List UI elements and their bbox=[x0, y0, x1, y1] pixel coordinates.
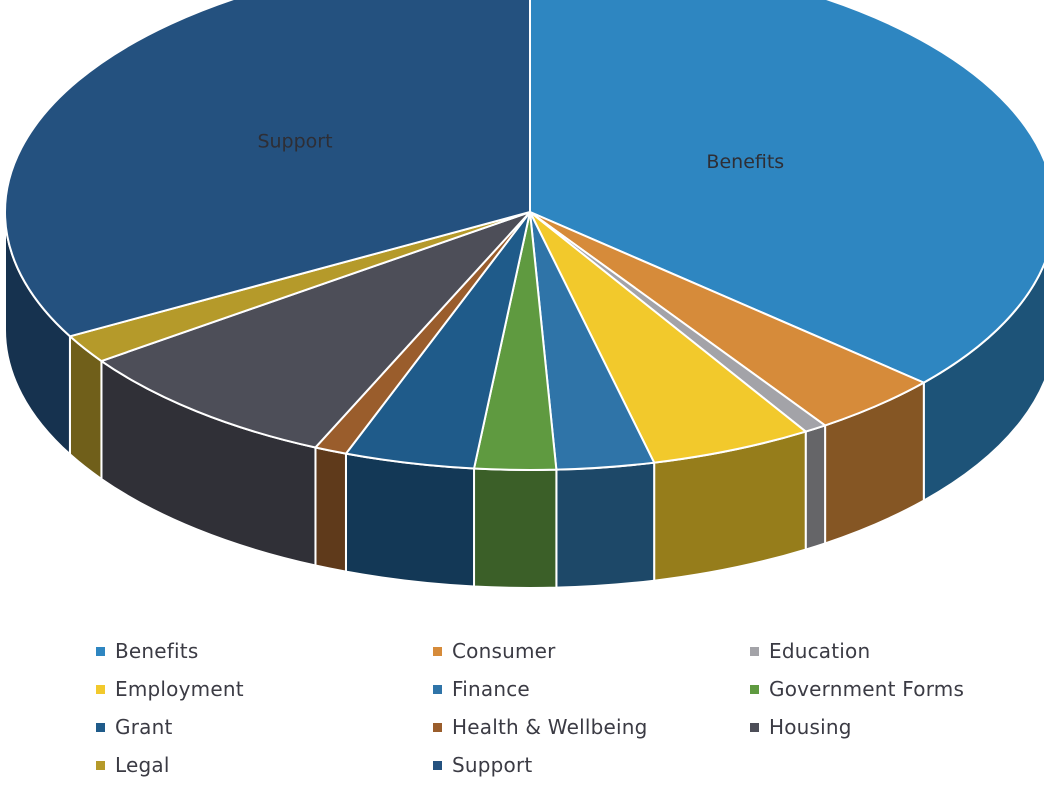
pie-side-government-forms bbox=[473, 467, 558, 589]
legend-item-consumer: Consumer bbox=[433, 636, 750, 666]
legend-label: Benefits bbox=[115, 639, 199, 663]
legend-item-grant: Grant bbox=[96, 712, 433, 742]
legend-item-health-wellbeing: Health & Wellbeing bbox=[433, 712, 750, 742]
pie-side-health-wellbeing bbox=[314, 446, 347, 573]
pie-side-finance bbox=[555, 461, 656, 589]
legend-swatch-benefits bbox=[96, 646, 105, 656]
legend-label: Health & Wellbeing bbox=[452, 715, 648, 739]
pie-sides bbox=[4, 211, 1044, 589]
legend-label: Support bbox=[452, 753, 533, 777]
legend-label: Consumer bbox=[452, 639, 556, 663]
legend-item-legal: Legal bbox=[96, 750, 433, 780]
legend-label: Grant bbox=[115, 715, 173, 739]
legend-label: Employment bbox=[115, 677, 244, 701]
legend-item-finance: Finance bbox=[433, 674, 750, 704]
pie-slice-support bbox=[4, 0, 531, 338]
legend-swatch-consumer bbox=[433, 646, 442, 656]
legend-swatch-health-wellbeing bbox=[433, 722, 442, 732]
legend-label: Finance bbox=[452, 677, 530, 701]
legend-item-housing: Housing bbox=[750, 712, 1036, 742]
legend-item-education: Education bbox=[750, 636, 1036, 666]
legend-item-employment: Employment bbox=[96, 674, 433, 704]
legend: Benefits Consumer Education Employment Finan… bbox=[96, 636, 1036, 780]
pie-slice-employment bbox=[529, 211, 807, 464]
legend-label: Education bbox=[769, 639, 871, 663]
legend-item-government-forms: Government Forms bbox=[750, 674, 1036, 704]
pie-side-grant bbox=[344, 452, 476, 588]
legend-label: Government Forms bbox=[769, 677, 965, 701]
data-label-benefits: Benefits bbox=[706, 151, 784, 173]
pie-top bbox=[4, 0, 1044, 471]
legend-swatch-housing bbox=[750, 722, 759, 732]
legend-label: Legal bbox=[115, 753, 170, 777]
pie-side-education bbox=[804, 423, 827, 551]
pie-slice-housing bbox=[100, 211, 531, 449]
legend-swatch-grant bbox=[96, 722, 105, 732]
pie-slice-benefits bbox=[529, 0, 1044, 384]
pie-data-labels: Benefits Support bbox=[257, 131, 784, 174]
legend-item-benefits: Benefits bbox=[96, 636, 433, 666]
pie-chart-svg: Benefits Support bbox=[4, 0, 1044, 589]
legend-item-support: Support bbox=[433, 750, 750, 780]
legend-swatch-employment bbox=[96, 684, 105, 694]
legend-swatch-legal bbox=[96, 760, 105, 770]
legend-swatch-education bbox=[750, 646, 759, 656]
legend-swatch-government-forms bbox=[750, 684, 759, 694]
legend-swatch-finance bbox=[433, 684, 442, 694]
legend-label: Housing bbox=[769, 715, 852, 739]
legend-swatch-support bbox=[433, 760, 442, 770]
data-label-support: Support bbox=[257, 131, 332, 153]
